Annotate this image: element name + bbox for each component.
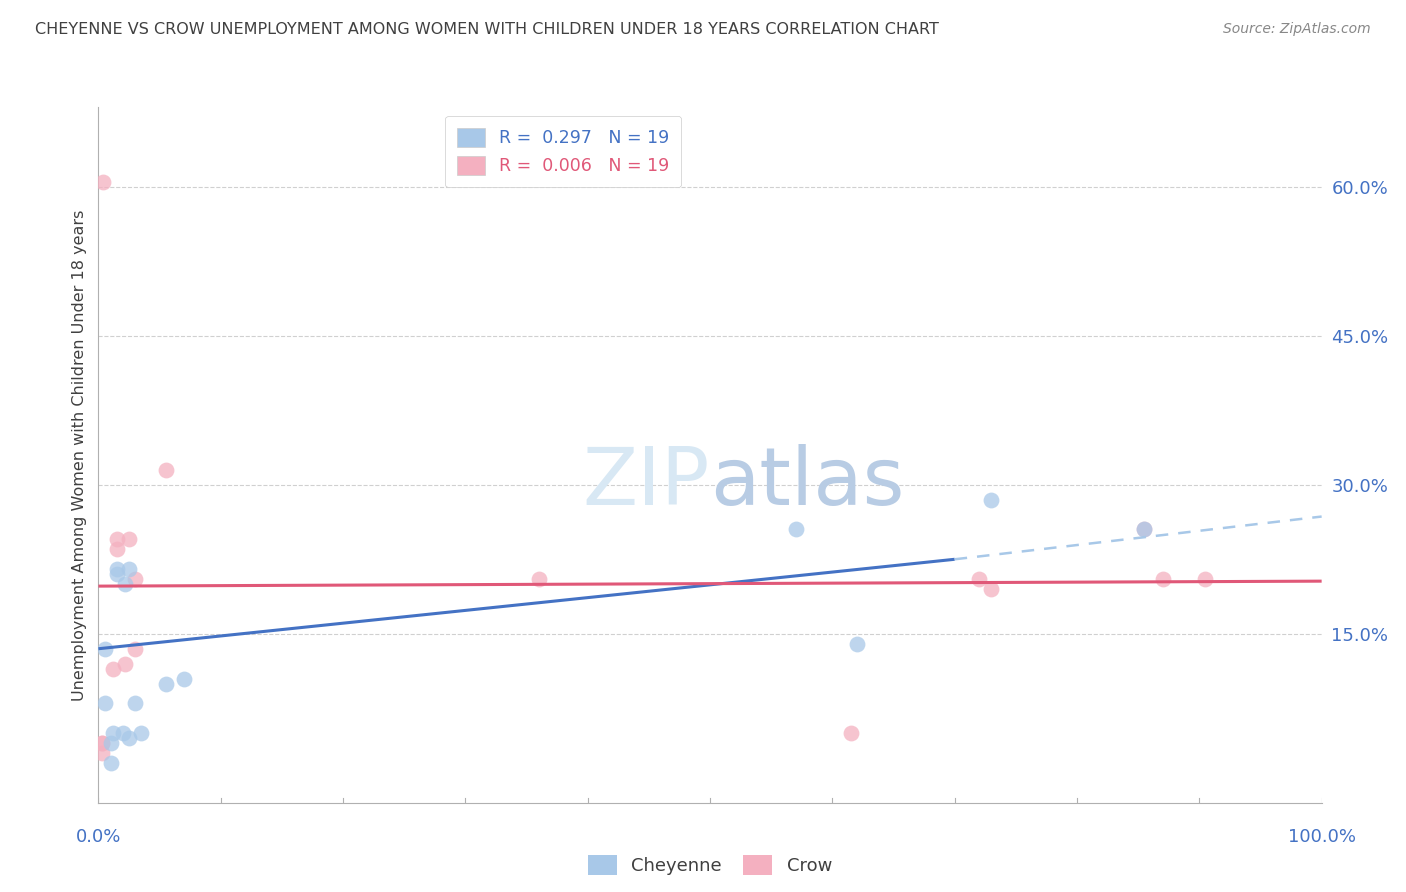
Point [100, 736, 122, 750]
Point [845, 637, 868, 651]
Point [114, 657, 136, 671]
Point [1194, 572, 1216, 586]
Point [967, 572, 990, 586]
Point [980, 582, 1002, 596]
Text: atlas: atlas [710, 443, 904, 522]
Point [105, 542, 128, 557]
Point [155, 463, 177, 477]
Point [980, 492, 1002, 507]
Point [839, 726, 862, 740]
Point [527, 572, 550, 586]
Point [100, 756, 122, 770]
Point [118, 533, 141, 547]
Point [91, 175, 114, 189]
Point [118, 562, 141, 576]
Point [124, 572, 146, 586]
Point [124, 697, 146, 711]
Point [101, 726, 124, 740]
Text: Source: ZipAtlas.com: Source: ZipAtlas.com [1223, 22, 1371, 37]
Text: 0.0%: 0.0% [76, 828, 121, 846]
Point [105, 533, 128, 547]
Point [173, 672, 195, 686]
Point [129, 726, 152, 740]
Point [114, 577, 136, 591]
Point [111, 726, 134, 740]
Point [1152, 572, 1174, 586]
Text: ZIP: ZIP [582, 443, 710, 522]
Point [93, 697, 115, 711]
Text: CHEYENNE VS CROW UNEMPLOYMENT AMONG WOMEN WITH CHILDREN UNDER 18 YEARS CORRELATI: CHEYENNE VS CROW UNEMPLOYMENT AMONG WOME… [35, 22, 939, 37]
Point [105, 562, 128, 576]
Text: 100.0%: 100.0% [1288, 828, 1355, 846]
Point [1133, 523, 1156, 537]
Point [1133, 523, 1156, 537]
Point [155, 676, 177, 690]
Point [93, 641, 115, 656]
Point [91, 746, 114, 760]
Point [91, 736, 114, 750]
Legend: Cheyenne, Crow: Cheyenne, Crow [579, 847, 841, 884]
Point [105, 567, 128, 582]
Point [91, 736, 114, 750]
Point [124, 641, 146, 656]
Y-axis label: Unemployment Among Women with Children Under 18 years: Unemployment Among Women with Children U… [72, 210, 87, 700]
Point [101, 662, 124, 676]
Point [118, 731, 141, 746]
Point [785, 523, 807, 537]
